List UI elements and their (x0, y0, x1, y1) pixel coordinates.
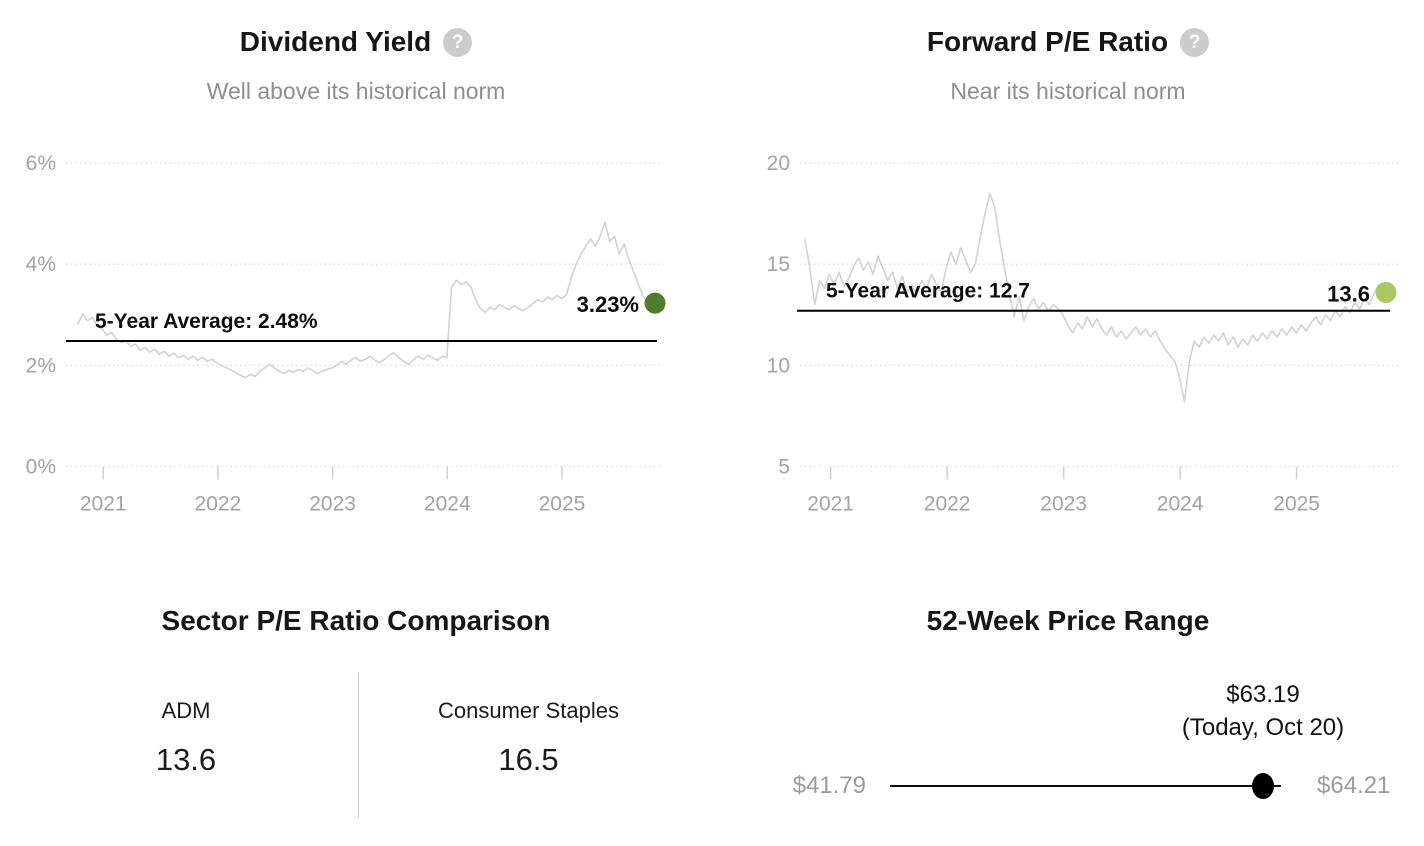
sector-col-adm: ADM 13.6 (14, 672, 358, 818)
y-axis-label: 4% (26, 253, 56, 276)
sector-name-label: Consumer Staples (438, 698, 619, 723)
price-current-label: $63.19 (Today, Oct 20) (1133, 678, 1393, 744)
y-axis-label: 0% (26, 456, 56, 479)
current-value-dot (1375, 281, 1397, 303)
x-axis-label: 2024 (424, 493, 471, 516)
sector-ticker-value: 13.6 (155, 742, 217, 777)
sector-pe-comparison-panel: Sector P/E Ratio Comparison ADM 13.6 Con… (0, 560, 712, 846)
price-dot (1252, 773, 1275, 799)
current-date-text: (Today, Oct 20) (1181, 714, 1345, 741)
x-axis-label: 2021 (80, 493, 127, 516)
sector-ticker-label: ADM (161, 698, 211, 723)
y-axis-label: 5 (778, 456, 790, 479)
x-axis-label: 2023 (309, 493, 356, 516)
series-line (804, 192, 1385, 403)
y-axis-label: 20 (767, 152, 790, 175)
y-axis-label: 15 (767, 253, 790, 276)
forward-pe-subtitle: Near its historical norm (950, 78, 1186, 104)
dividend-yield-title: Dividend Yield (239, 26, 432, 57)
sector-comparison-columns: ADM 13.6 Consumer Staples 16.5 (0, 672, 712, 818)
x-axis-label: 2022 (924, 493, 971, 516)
dividend-yield-chart: 6% 4% 2% 0% 2021 2022 2023 2024 2025 5-Year Avera… (26, 152, 666, 516)
price-range-panel: 52-Week Price Range $63.19 (Today, Oct 2… (712, 560, 1424, 846)
x-axis-label: 2024 (1157, 493, 1204, 516)
average-label: 5-Year Average: 2.48% (95, 310, 318, 333)
current-value-dot (644, 292, 666, 314)
forward-pe-chart: 20 15 10 5 2021 2022 2023 2024 2025 5-Year Averag… (767, 152, 1398, 516)
y-axis-label: 6% (26, 152, 56, 175)
y-axis-label: 2% (26, 354, 56, 377)
current-price-text: $63.19 (1226, 681, 1300, 708)
price-range-title: 52-Week Price Range (926, 605, 1210, 636)
help-icon[interactable]: ? (443, 27, 473, 57)
current-value-label: 3.23% (577, 292, 639, 317)
y-axis-label: 10 (767, 354, 790, 377)
price-range-slider: $63.19 (Today, Oct 20) $41.79 $64.21 (712, 560, 1424, 846)
help-icon[interactable]: ? (1180, 27, 1210, 57)
price-track (890, 773, 1281, 799)
price-high-label: $64.21 (1317, 772, 1391, 799)
x-axis-label: 2022 (195, 493, 242, 516)
series-line (77, 221, 649, 379)
current-value-label: 13.6 (1327, 281, 1370, 306)
price-low-label: $41.79 (792, 772, 866, 799)
forward-pe-title: Forward P/E Ratio (926, 26, 1169, 57)
dividend-yield-panel: 6% 4% 2% 0% 2021 2022 2023 2024 2025 5-Year Avera… (0, 0, 712, 560)
average-label: 5-Year Average: 12.7 (826, 280, 1030, 303)
x-axis-label: 2021 (807, 493, 854, 516)
x-axis-label: 2025 (539, 493, 586, 516)
sector-col-consumer-staples: Consumer Staples 16.5 (358, 672, 698, 818)
sector-name-value: 16.5 (498, 742, 559, 777)
sector-comparison-title: Sector P/E Ratio Comparison (161, 605, 551, 636)
forward-pe-panel: 20 15 10 5 2021 2022 2023 2024 2025 5-Year Averag… (712, 0, 1424, 560)
x-axis-label: 2023 (1040, 493, 1087, 516)
dividend-yield-subtitle: Well above its historical norm (206, 78, 506, 104)
x-axis-label: 2025 (1273, 493, 1320, 516)
